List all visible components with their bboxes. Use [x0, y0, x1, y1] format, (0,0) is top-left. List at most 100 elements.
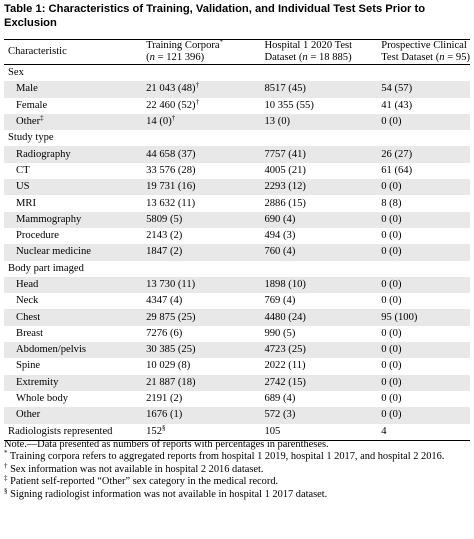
cell-hospital: 990 (5) — [264, 327, 296, 339]
table-row: Procedure 2143 (2) 494 (3) 0 (0) — [4, 228, 470, 244]
cell-training: 152§ — [128, 423, 254, 441]
note-double-dagger-text: Patient self-reported “Other” sex catego… — [7, 476, 279, 488]
cell-value: 152 — [146, 425, 163, 437]
row-label: Mammography — [4, 211, 129, 228]
cell-hospital: 4480 (24) — [253, 309, 376, 326]
cell-value: 14 (0) — [146, 116, 172, 128]
cell-training: 1676 (1) — [128, 407, 254, 424]
table-row: Abdomen/pelvis 30 385 (25) 4723 (25) 0 (… — [4, 342, 470, 359]
row-label: Spine — [16, 360, 41, 372]
cell-prospective: 95 (100) — [375, 309, 470, 326]
row-label: Female — [16, 99, 48, 111]
section-title: Sex — [8, 67, 24, 79]
row-label: Extremity — [4, 374, 129, 391]
row-label: Neck — [16, 295, 39, 307]
header-prospective-line1: Prospective Clinical — [381, 40, 467, 51]
row-label: Head — [4, 276, 129, 294]
cell-prospective: 0 (0) — [375, 276, 470, 294]
section-row-study-type: Study type — [4, 130, 470, 146]
cell-footnote-mark: † — [195, 97, 200, 106]
cell-training: 33 576 (28) — [146, 164, 196, 176]
header-training-n: n — [149, 52, 155, 63]
cell-prospective: 0 (0) — [381, 327, 402, 339]
cell-hospital: 494 (3) — [264, 230, 296, 242]
note-double-dagger-symbol: ‡ — [4, 474, 8, 483]
row-label: Whole body — [16, 393, 69, 405]
header-hospital-n: n — [302, 52, 308, 63]
cell-prospective: 0 (0) — [381, 393, 402, 405]
cell-training: 44 658 (37) — [128, 146, 254, 163]
table-row: Other‡ 14 (0)† 13 (0) 0 (0) — [4, 113, 470, 131]
row-label: Other‡ — [4, 113, 129, 131]
table-row: Chest 29 875 (25) 4480 (24) 95 (100) — [4, 309, 470, 326]
table-row: Spine 10 029 (8) 2022 (11) 0 (0) — [4, 358, 470, 374]
cell-hospital: 769 (4) — [264, 295, 296, 307]
header-training-sup: * — [219, 38, 224, 46]
row-label: Male — [4, 81, 129, 98]
note-dagger-text: Sex information was not available in hos… — [7, 463, 264, 475]
cell-training: 13 632 (11) — [146, 197, 196, 209]
header-prospective-line2-post: = 95) — [444, 52, 470, 63]
cell-value: 22 460 (52) — [146, 99, 196, 111]
cell-prospective: 61 (64) — [381, 164, 413, 176]
header-hospital-line2-pre: Dataset ( — [264, 52, 303, 63]
cell-hospital: 2886 (15) — [264, 197, 306, 209]
row-label-text: Other — [16, 116, 41, 128]
cell-hospital: 13 (0) — [253, 113, 376, 131]
cell-prospective: 4 — [375, 423, 470, 441]
header-training-line2-pre: ( — [146, 52, 150, 63]
row-label: US — [4, 179, 129, 196]
table-row: Mammography 5809 (5) 690 (4) 0 (0) — [4, 211, 470, 228]
cell-prospective: 0 (0) — [375, 342, 470, 359]
characteristics-table: Characteristic Training Corpora* (n = 12… — [4, 39, 470, 441]
cell-hospital: 10 355 (55) — [264, 99, 314, 111]
cell-hospital: 4723 (25) — [253, 342, 376, 359]
cell-training: 1847 (2) — [128, 244, 254, 261]
cell-prospective: 26 (27) — [375, 146, 470, 163]
cell-training: 21 043 (48)† — [128, 81, 254, 98]
cell-prospective: 0 (0) — [375, 211, 470, 228]
note-star-text: Training corpora refers to aggregated re… — [7, 451, 445, 463]
cell-training: 22 460 (52)† — [128, 98, 253, 114]
cell-footnote-mark: § — [162, 423, 166, 432]
note-section-text: Signing radiologist information was not … — [7, 488, 328, 500]
cell-prospective: 54 (57) — [375, 81, 470, 98]
row-label: MRI — [16, 197, 37, 209]
cell-training: 21 887 (18) — [128, 374, 254, 391]
cell-prospective: 0 (0) — [375, 179, 470, 196]
cell-footnote-mark: † — [171, 114, 176, 123]
row-label: Abdomen/pelvis — [4, 342, 129, 359]
cell-hospital: 2742 (15) — [253, 374, 376, 391]
section-row-body-part: Body part imaged — [4, 261, 470, 277]
table-row: MRI 13 632 (11) 2886 (15) 8 (8) — [4, 195, 470, 211]
cell-hospital: 8517 (45) — [253, 81, 376, 98]
cell-training: 5809 (5) — [128, 211, 254, 228]
table-row: Male 21 043 (48)† 8517 (45) 54 (57) — [4, 81, 470, 98]
table-row: Nuclear medicine 1847 (2) 760 (4) 0 (0) — [4, 244, 470, 261]
cell-hospital: 2022 (11) — [264, 360, 306, 372]
header-hospital-line2-post: = 18 885) — [307, 52, 352, 63]
table-row: CT 33 576 (28) 4005 (21) 61 (64) — [4, 163, 470, 179]
cell-prospective: 0 (0) — [375, 244, 470, 261]
table-notes: Note.—Data presented as numbers of repor… — [4, 439, 470, 501]
section-title: Study type — [8, 132, 54, 144]
cell-value: 21 043 (48) — [146, 83, 196, 95]
cell-training: 4347 (4) — [146, 295, 183, 307]
row-label: Radiography — [4, 146, 129, 163]
radiologists-row: Radiologists represented 152§ 105 4 — [4, 423, 470, 441]
cell-prospective: 8 (8) — [381, 197, 402, 209]
table-header-row: Characteristic Training Corpora* (n = 12… — [4, 38, 470, 65]
row-label: Other — [4, 407, 129, 424]
cell-hospital: 1898 (10) — [253, 276, 376, 294]
cell-training: 29 875 (25) — [128, 309, 254, 326]
table-row: Female 22 460 (52)† 10 355 (55) 41 (43) — [4, 98, 470, 114]
cell-training: 2191 (2) — [146, 393, 183, 405]
table-row: US 19 731 (16) 2293 (12) 0 (0) — [4, 179, 470, 196]
note-dagger: † Sex information was not available in h… — [4, 462, 470, 476]
cell-hospital: 760 (4) — [253, 244, 376, 261]
cell-training: 14 (0)† — [128, 113, 254, 131]
table-row: Neck 4347 (4) 769 (4) 0 (0) — [4, 293, 470, 309]
cell-training: 19 731 (16) — [128, 179, 254, 196]
table-row: Head 13 730 (11) 1898 (10) 0 (0) — [4, 276, 470, 294]
